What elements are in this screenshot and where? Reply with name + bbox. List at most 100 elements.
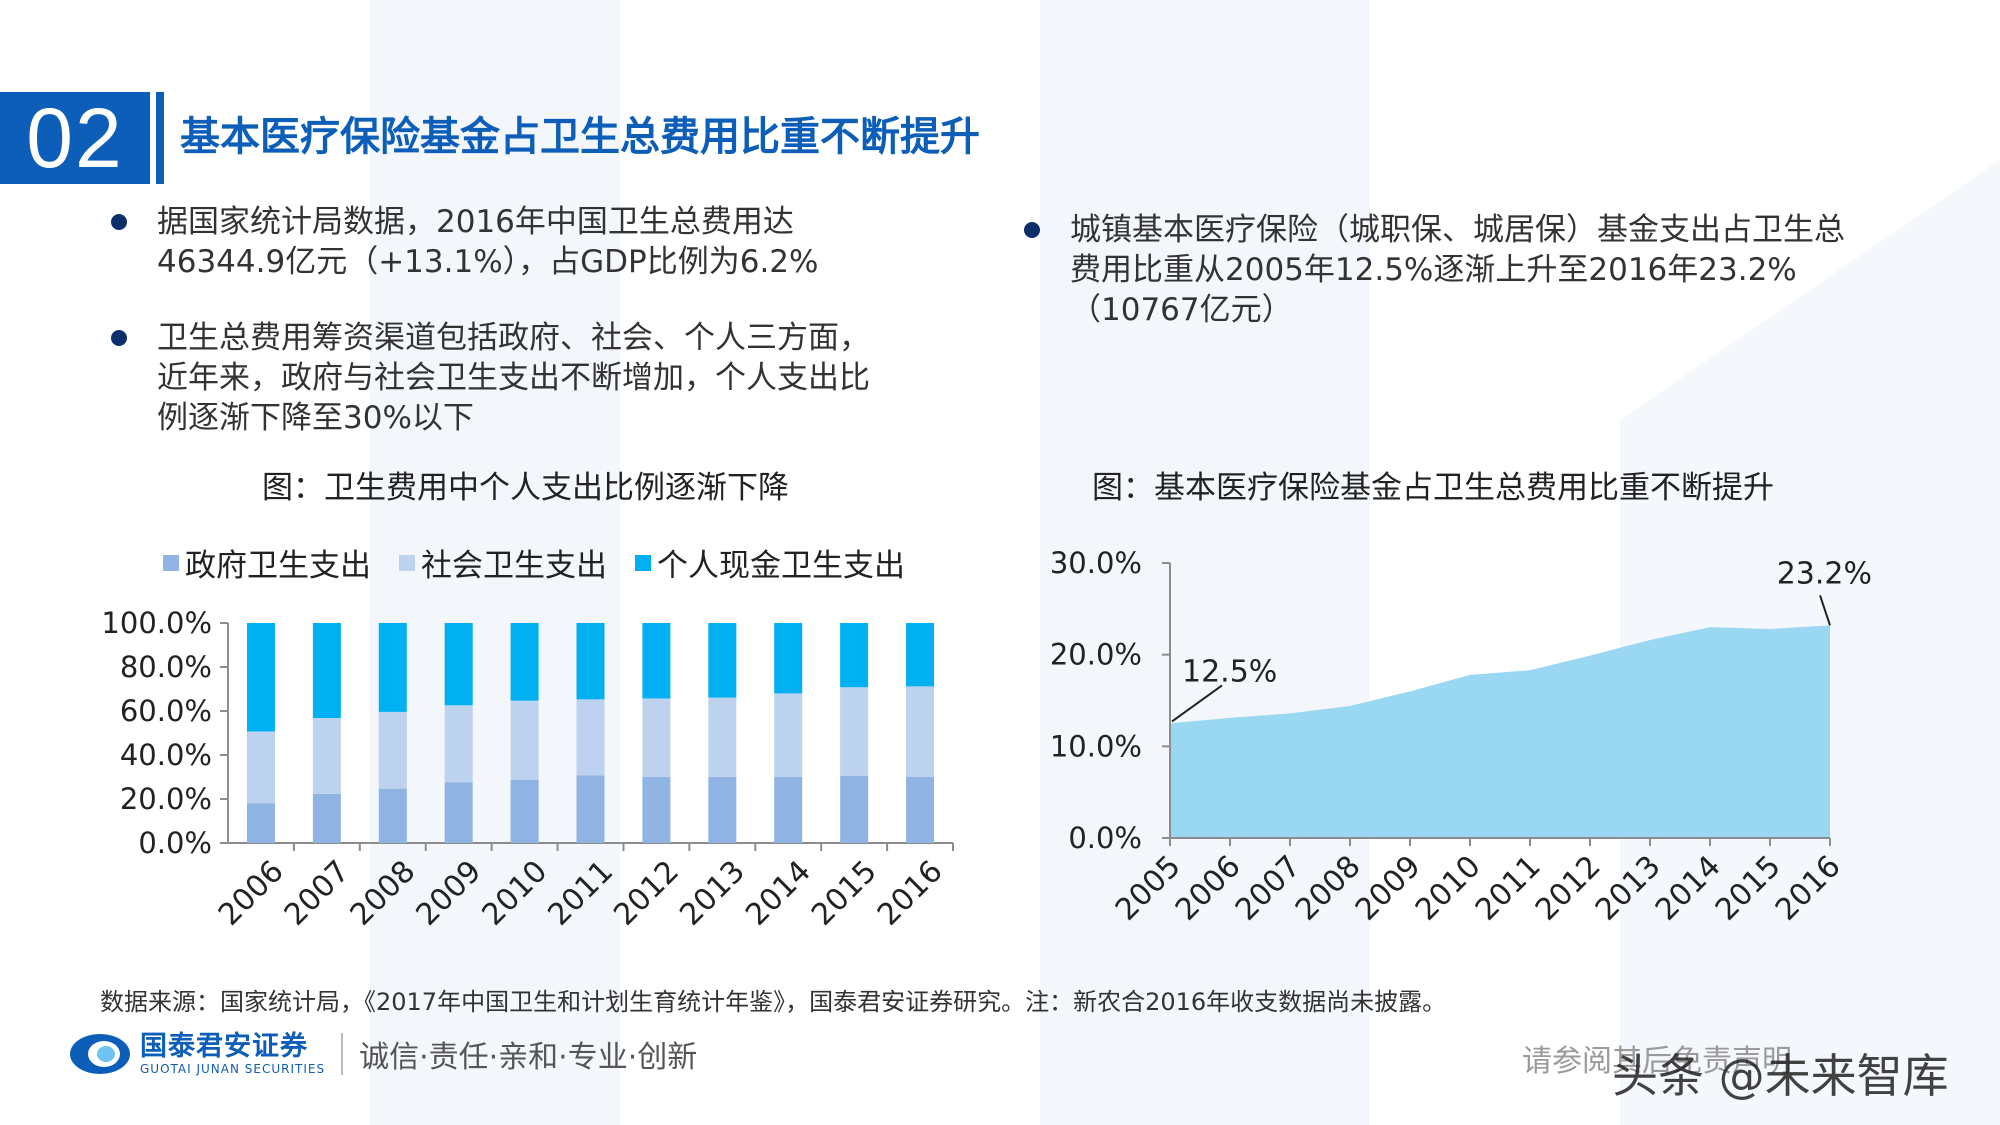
annotation-leader-line [1171, 684, 1223, 723]
bar-segment [312, 718, 341, 794]
bar-segment [576, 623, 605, 700]
legend-item: 政府卫生支出 [163, 540, 371, 585]
disclaimer-text: 请参阅其后免责声明 [1522, 1044, 1792, 1079]
watermark: 头条 @未来智库 [1612, 1049, 1949, 1103]
x-tick-label: 2012 [1529, 849, 1608, 928]
y-tick-label: 80.0% [120, 650, 212, 684]
annotation-start-label: 12.5% [1182, 654, 1277, 689]
bullet-line: 据国家统计局数据，2016年中国卫生总费用达 [157, 204, 794, 240]
bar-segment [840, 687, 869, 776]
bullet-line: 城镇基本医疗保险（城职保、城居保）基金支出占卫生总 [1070, 212, 1845, 248]
legend-item: 个人现金卫生支出 [635, 540, 905, 585]
company-name-cn: 国泰君安证券 [140, 1031, 308, 1062]
x-tick-label: 2011 [1469, 849, 1548, 928]
bar-segment [510, 700, 539, 780]
bullet-line: 46344.9亿元（+13.1%），占GDP比例为6.2% [157, 244, 819, 280]
company-motto: 诚信·责任·亲和·专业·创新 [359, 1040, 698, 1075]
bar-segment [312, 623, 341, 719]
bullet-right-1: 城镇基本医疗保险（城职保、城居保）基金支出占卫生总 费用比重从2005年12.5… [1024, 210, 1970, 330]
bar-segment [840, 623, 869, 688]
bullet-line: 卫生总费用筹资渠道包括政府、社会、个人三方面， [157, 320, 870, 356]
x-tick-label: 2007 [1229, 849, 1308, 928]
x-tick-label: 2015 [1709, 849, 1788, 928]
bullet-dot-icon [111, 214, 127, 230]
bar-segment [708, 776, 737, 843]
bullet-left-1: 据国家统计局数据，2016年中国卫生总费用达 46344.9亿元（+13.1%）… [111, 202, 977, 282]
chart-left-title: 图：卫生费用中个人支出比例逐渐下降 [262, 470, 789, 506]
bullet-left-2: 卫生总费用筹资渠道包括政府、社会、个人三方面， 近年来，政府与社会卫生支出不断增… [111, 318, 977, 438]
x-tick-label: 2010 [1409, 849, 1488, 928]
bar-segment [312, 793, 341, 843]
y-tick-label: 20.0% [120, 782, 212, 816]
bar-segment [906, 777, 935, 843]
bullet-dot-icon [1024, 222, 1040, 238]
company-logo: 国泰君安证券 GUOTAI JUNAN SECURITIES 诚信·责任·亲和·… [68, 1032, 697, 1076]
legend-label: 社会卫生支出 [421, 548, 607, 584]
legend-label: 政府卫生支出 [185, 548, 371, 584]
bar-segment [378, 623, 407, 712]
chart-right-title: 图：基本医疗保险基金占卫生总费用比重不断提升 [1092, 470, 1774, 506]
x-tick-label: 2014 [1649, 849, 1728, 928]
x-tick-label: 2013 [1589, 849, 1668, 928]
bar-segment [510, 779, 539, 843]
annotation-leader-line [1819, 595, 1831, 626]
bar-segment [246, 731, 275, 804]
bar-segment [378, 711, 407, 789]
bar-segment [246, 803, 275, 843]
bar-segment [378, 788, 407, 843]
bar-segment [906, 686, 935, 777]
bar-segment [576, 775, 605, 843]
bar-segment [774, 693, 803, 777]
y-tick-label: 60.0% [120, 694, 212, 728]
bar-segment [840, 775, 869, 843]
stacked-bar-chart: 100.0%80.0%60.0%40.0%20.0%0.0%2006200720… [101, 606, 954, 933]
bar-segment [444, 705, 473, 783]
legend-swatch [635, 554, 651, 571]
chart-legend: 政府卫生支出 社会卫生支出 个人现金卫生支出 [163, 540, 905, 585]
y-tick-label: 0.0% [138, 826, 212, 860]
y-tick-label: 40.0% [120, 738, 212, 772]
bar-segment [246, 623, 275, 732]
page-title: 基本医疗保险基金占卫生总费用比重不断提升 [180, 114, 980, 160]
bar-segment [444, 623, 473, 706]
bar-segment [510, 623, 539, 701]
x-tick-label: 2005 [1109, 849, 1188, 928]
bar-segment [642, 623, 671, 699]
bar-segment [642, 698, 671, 777]
y-tick-label: 20.0% [1050, 638, 1142, 672]
y-tick-label: 10.0% [1050, 729, 1142, 763]
logo-divider [341, 1033, 344, 1075]
bar-segment [708, 623, 737, 698]
legend-swatch [163, 554, 179, 571]
bar-segment [642, 777, 671, 843]
bar-segment [708, 697, 737, 777]
annotation-end-label: 23.2% [1777, 556, 1872, 591]
bar-segment [774, 777, 803, 843]
bullet-line: 费用比重从2005年12.5%逐渐上升至2016年23.2% [1070, 252, 1797, 288]
logo-mark-icon [70, 1034, 130, 1074]
bar-segment [774, 623, 803, 694]
legend-item: 社会卫生支出 [399, 540, 607, 585]
bullet-line: （10767亿元） [1070, 292, 1293, 328]
bullet-dot-icon [111, 330, 127, 346]
bar-segment [906, 623, 935, 687]
bar-segment [576, 699, 605, 776]
bullet-line: 近年来，政府与社会卫生支出不断增加，个人支出比 [157, 360, 870, 396]
legend-swatch [399, 554, 415, 571]
x-tick-label: 2009 [1349, 849, 1428, 928]
y-tick-label: 0.0% [1068, 821, 1142, 855]
y-tick-label: 100.0% [101, 606, 212, 640]
data-source-note: 数据来源：国家统计局，《2017年中国卫生和计划生育统计年鉴》，国泰君安证券研究… [100, 988, 1447, 1016]
x-tick-label: 2006 [1169, 849, 1248, 928]
x-tick-label: 2016 [1769, 849, 1848, 928]
y-tick-label: 30.0% [1050, 546, 1142, 580]
area-fill [1170, 625, 1830, 838]
bullet-line: 例逐渐下降至30%以下 [157, 400, 474, 436]
section-number: 02 [0, 92, 150, 184]
bar-segment [444, 782, 473, 843]
x-tick-label: 2008 [1289, 849, 1368, 928]
legend-label: 个人现金卫生支出 [657, 548, 905, 584]
section-divider [156, 92, 164, 184]
company-name-en: GUOTAI JUNAN SECURITIES [140, 1062, 326, 1076]
